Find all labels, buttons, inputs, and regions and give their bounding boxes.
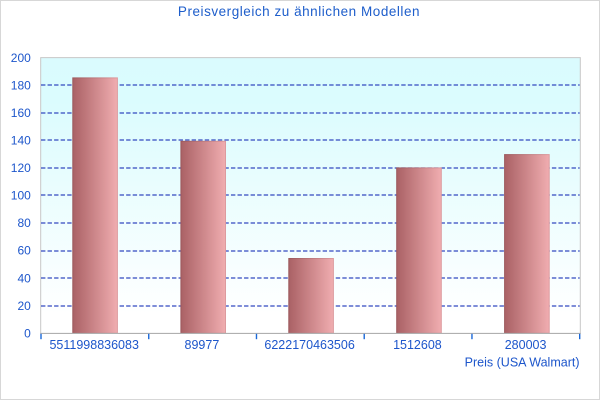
svg-text:180: 180 xyxy=(11,78,31,92)
svg-text:200: 200 xyxy=(11,51,31,65)
svg-text:Preis (USA Walmart): Preis (USA Walmart) xyxy=(465,356,580,370)
svg-text:60: 60 xyxy=(17,244,31,258)
svg-text:100: 100 xyxy=(11,189,31,203)
svg-text:0: 0 xyxy=(24,326,31,340)
svg-text:1512608: 1512608 xyxy=(393,338,442,352)
svg-text:140: 140 xyxy=(11,134,31,148)
svg-text:Preisvergleich zu ähnlichen Mo: Preisvergleich zu ähnlichen Modellen xyxy=(178,4,420,19)
svg-text:89977: 89977 xyxy=(185,338,220,352)
svg-text:5511998836083: 5511998836083 xyxy=(49,338,138,352)
svg-text:6222170463506: 6222170463506 xyxy=(264,338,354,352)
svg-text:40: 40 xyxy=(17,271,31,285)
svg-text:20: 20 xyxy=(17,299,31,313)
svg-text:120: 120 xyxy=(11,161,31,175)
svg-text:280003: 280003 xyxy=(505,338,547,352)
svg-text:80: 80 xyxy=(17,216,31,230)
svg-text:160: 160 xyxy=(11,106,31,120)
